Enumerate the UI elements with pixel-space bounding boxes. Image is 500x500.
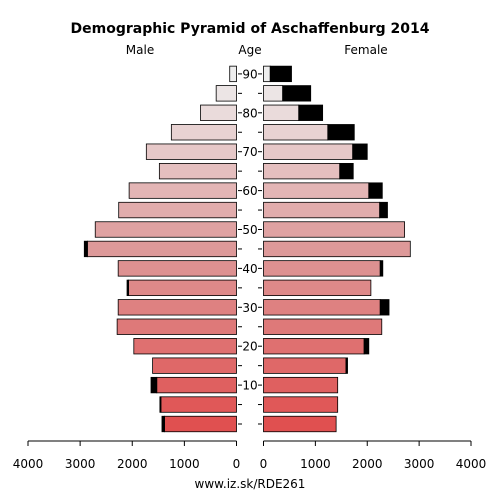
age-tick-label: 90 [242, 67, 257, 81]
age-label: Age [238, 43, 261, 57]
female-bar-age-55 [263, 201, 381, 219]
female-bar-age-30 [263, 299, 381, 316]
female-excess-age-85 [282, 85, 312, 102]
chart-title: Demographic Pyramid of Aschaffenburg 201… [71, 21, 430, 37]
age-tick-label: 60 [242, 184, 257, 198]
male-bar-age-30 [117, 299, 237, 316]
female-bar-age-80 [263, 104, 300, 121]
female-bar-age-90 [263, 65, 271, 83]
footer-source: www.iz.sk/RDE261 [195, 477, 306, 491]
female-x-tick-label: 0 [260, 457, 268, 471]
female-excess-age-65 [339, 162, 354, 180]
male-bar-age-65 [158, 162, 237, 180]
female-bar-age-70 [263, 143, 354, 160]
age-tick-label: 20 [242, 340, 257, 354]
female-bar-age-60 [263, 182, 370, 199]
age-tick-label: 80 [242, 106, 257, 120]
female-bar-age-50 [263, 221, 406, 238]
male-bar-age-85 [215, 85, 237, 102]
male-bar-age-25 [116, 318, 237, 335]
female-excess-age-40 [379, 260, 384, 277]
female-bar-age-75 [263, 124, 329, 141]
female-bar-age-25 [263, 318, 383, 335]
female-bar-age-5 [263, 396, 339, 413]
female-excess-age-90 [269, 65, 292, 83]
bars-layer [83, 65, 411, 433]
age-tick-label: 40 [242, 262, 257, 276]
female-bar-age-65 [263, 162, 341, 180]
age-tick-label: 50 [242, 223, 257, 237]
male-bar-age-45 [87, 240, 237, 258]
female-excess-age-60 [368, 182, 383, 199]
female-excess-age-20 [363, 338, 370, 355]
male-bar-age-20 [133, 338, 237, 355]
male-bar-age-60 [128, 182, 237, 199]
male-bar-age-40 [117, 260, 237, 277]
male-bar-age-75 [170, 124, 237, 141]
male-x-tick-label: 0 [233, 457, 241, 471]
female-bar-age-85 [263, 85, 284, 102]
male-label: Male [126, 43, 154, 57]
male-bar-age-90 [229, 65, 237, 83]
male-bar-age-55 [118, 201, 237, 219]
male-x-tick-label: 2000 [117, 457, 148, 471]
male-bar-age-70 [145, 143, 237, 160]
female-bar-age-20 [263, 338, 365, 355]
female-bar-age-10 [263, 376, 339, 394]
age-tick-label: 10 [242, 379, 257, 393]
female-x-tick-label: 3000 [404, 457, 435, 471]
male-bar-age-0 [164, 415, 237, 433]
male-x-tick-label: 3000 [65, 457, 96, 471]
axes-layer: 10 20 30 40 50 60 70 80 90 4000 3000 2000 1000 0 0 1000… [13, 67, 487, 471]
female-label: Female [344, 43, 387, 57]
male-x-tick-label: 1000 [169, 457, 200, 471]
age-tick-label: 30 [242, 301, 257, 315]
female-excess-age-15 [345, 357, 348, 374]
male-excess-age-45 [83, 240, 88, 258]
age-tick-label: 70 [242, 145, 257, 159]
male-excess-age-5 [159, 396, 162, 413]
male-x-tick-label: 4000 [13, 457, 44, 471]
female-x-tick-label: 4000 [456, 457, 487, 471]
male-bar-age-5 [160, 396, 237, 413]
male-bar-age-15 [152, 357, 237, 374]
female-excess-age-30 [379, 299, 390, 316]
male-excess-age-35 [126, 279, 130, 297]
female-x-tick-label: 2000 [352, 457, 383, 471]
male-excess-age-0 [161, 415, 165, 433]
male-excess-age-10 [150, 376, 158, 394]
female-excess-age-55 [379, 201, 388, 219]
male-bar-age-80 [200, 104, 237, 121]
female-excess-age-75 [327, 124, 355, 141]
female-excess-age-70 [352, 143, 368, 160]
male-bar-age-10 [156, 376, 237, 394]
female-excess-age-80 [298, 104, 324, 121]
male-bar-age-50 [94, 221, 237, 238]
female-bar-age-45 [263, 240, 411, 258]
male-bar-age-35 [128, 279, 237, 297]
female-bar-age-40 [263, 260, 381, 277]
female-bar-age-0 [263, 415, 337, 433]
female-x-tick-label: 1000 [300, 457, 331, 471]
female-bar-age-15 [263, 357, 347, 374]
female-bar-age-35 [263, 279, 372, 297]
